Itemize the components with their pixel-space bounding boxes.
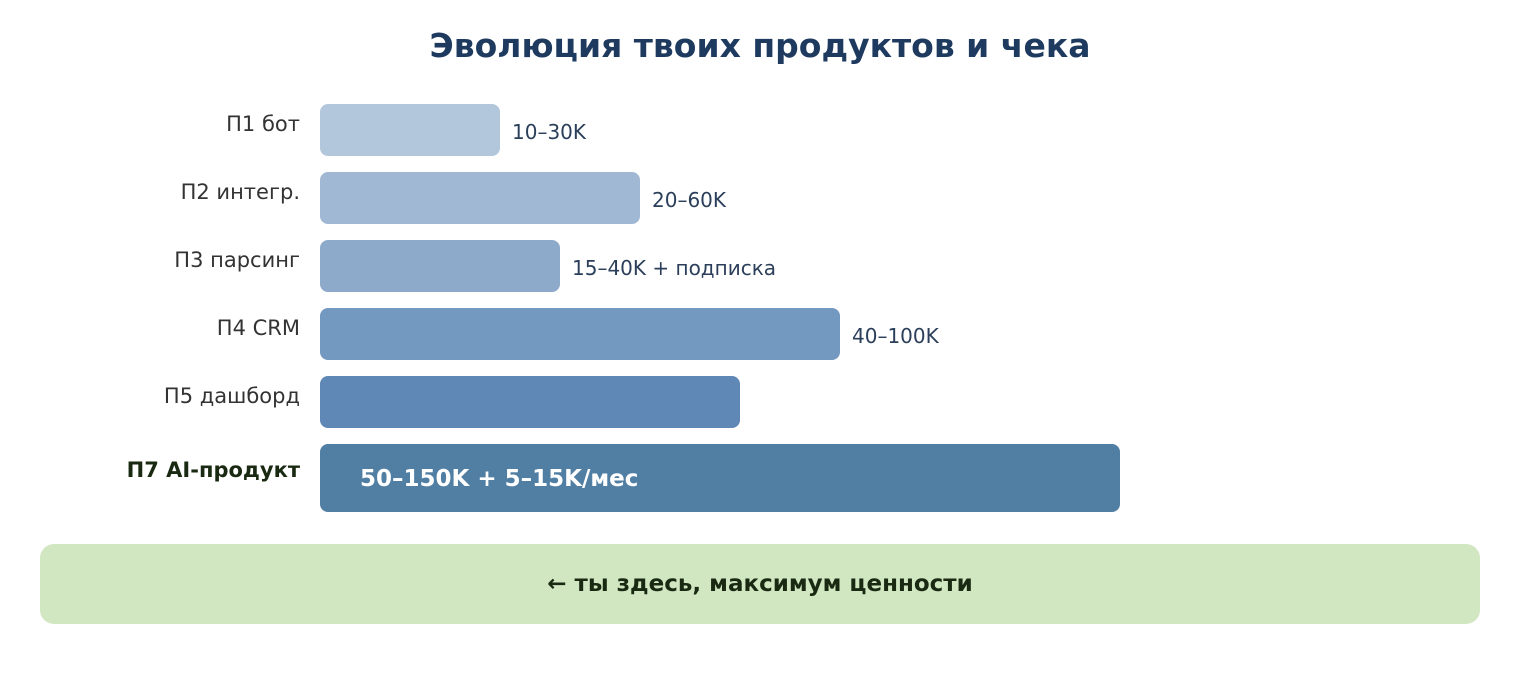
bar — [320, 240, 560, 292]
row-label: П4 CRM — [216, 316, 300, 340]
bar — [320, 104, 500, 156]
callout: ← ты здесь, максимум ценности — [40, 544, 1480, 624]
row-label: П7 AI-продукт — [126, 458, 300, 482]
price-label: 50–150K + 5–15K/мес — [360, 466, 639, 492]
price-label: 10–30K — [512, 120, 587, 144]
row-label: П5 дашборд — [163, 384, 300, 408]
row: П1 бот 10–30K — [0, 104, 1520, 156]
bar — [320, 308, 840, 360]
row: П2 интегр. 20–60K — [0, 172, 1520, 224]
price-label: 40–100K — [852, 324, 939, 348]
bar — [320, 444, 1120, 512]
row: П7 AI-продукт 50–150K + 5–15K/мес — [0, 444, 1520, 512]
row-label: П3 парсинг — [174, 248, 300, 272]
bar — [320, 172, 640, 224]
row-label: П2 интегр. — [180, 180, 300, 204]
row-label: П1 бот — [226, 112, 300, 136]
row: П3 парсинг 15–40K + подписка — [0, 240, 1520, 292]
bar — [320, 376, 740, 428]
title: Эволюция твоих продуктов и чека — [429, 26, 1091, 65]
price-label: 15–40K + подписка — [572, 256, 777, 280]
row: П4 CRM 40–100K — [0, 308, 1520, 360]
price-label: 20–60K — [652, 188, 727, 212]
row: П5 дашборд — [0, 376, 1520, 428]
